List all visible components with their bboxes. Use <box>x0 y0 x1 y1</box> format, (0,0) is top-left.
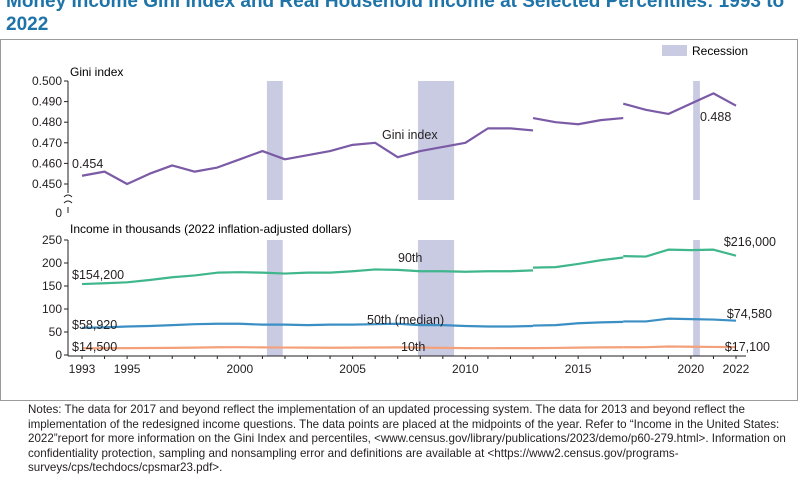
gini-y-axis: 0 0.450 0.460 0.470 0.480 0.490 0.500 <box>32 74 73 220</box>
gini-y-tick-label: 0.500 <box>32 74 62 88</box>
gini-lines <box>81 92 737 186</box>
recession-bands <box>266 81 700 356</box>
p50-end-value-label: $74,580 <box>727 307 772 321</box>
income-y-tick-label: 250 <box>42 233 62 247</box>
gini-line-segment-2 <box>622 92 737 116</box>
x-tick-label: 1993 <box>69 362 96 376</box>
income-y-tick-label: 0 <box>55 348 62 362</box>
notes: Notes: The data for 2017 and beyond refl… <box>28 403 786 475</box>
p50-line-segment-0 <box>81 322 534 329</box>
x-tick-label: 2005 <box>339 362 366 376</box>
income-y-tick-label: 50 <box>49 325 63 339</box>
gini-axis-break-mark <box>63 194 73 204</box>
p90-line-segment-0 <box>81 268 534 286</box>
income-y-axis: 0 50 100 150 200 250 <box>42 233 69 362</box>
p10-line-segment-0 <box>81 346 534 350</box>
p90-line-segment-2 <box>623 248 737 258</box>
recession-band-gini-2 <box>693 81 700 200</box>
gini-line-segment-0 <box>81 127 534 186</box>
gini-y-tick-label: 0.450 <box>32 177 62 191</box>
p10-start-value-label: $14,500 <box>72 340 117 354</box>
p10-series-label: 10th <box>401 340 425 354</box>
p50-line-segment-2 <box>623 317 737 323</box>
gini-y-tick-label: 0.490 <box>32 95 62 109</box>
legend-label-recession: Recession <box>692 44 748 58</box>
gini-series-label: Gini index <box>382 128 438 142</box>
recession-band-income-0 <box>266 240 283 356</box>
income-y-tick-label: 200 <box>42 256 62 270</box>
recession-band-income-1 <box>418 240 455 356</box>
gini-line-segment-1 <box>532 116 624 126</box>
chart-title: Money Income Gini Index and Real Househo… <box>6 0 785 35</box>
recession-band-income-2 <box>693 240 700 356</box>
recession-band-gini-0 <box>266 81 283 200</box>
x-tick-label: 2022 <box>723 362 750 376</box>
p90-series-label: 90th <box>398 251 422 265</box>
p90-start-value-label: $154,200 <box>72 268 124 282</box>
gini-y-axis-label: Gini index <box>70 65 123 79</box>
p10-line-segment-1 <box>533 346 624 350</box>
x-tick-label: 2010 <box>452 362 479 376</box>
income-y-axis-label: Income in thousands (2022 inflation-adju… <box>70 222 352 236</box>
x-tick-label: 2015 <box>565 362 592 376</box>
income-panel: Income in thousands (2022 inflation-adju… <box>42 222 776 376</box>
p50-start-value-label: $58,920 <box>72 318 117 332</box>
p50-line-segment-1 <box>533 320 624 327</box>
gini-y-tick-label-zero: 0 <box>55 206 62 220</box>
gini-panel: Gini index 0 0.450 0.460 0.470 0.480 0.490 0.5… <box>32 65 737 220</box>
income-y-tick-label: 150 <box>42 279 62 293</box>
x-axis: 1993 1995 2000 2005 2010 2015 2020 2022 <box>68 355 750 376</box>
chart-frame <box>0 39 798 401</box>
gini-y-tick-label: 0.480 <box>32 115 62 129</box>
p90-line-segment-1 <box>533 256 624 269</box>
p90-end-value-label: $216,000 <box>724 235 776 249</box>
p10-line-segment-2 <box>623 345 737 349</box>
p10-end-value-label: $17,100 <box>725 340 770 354</box>
income-annotations: $154,200 $58,920 $14,500 $216,000 $74,580 $17… <box>72 235 776 354</box>
gini-end-value-label: 0.488 <box>700 110 731 124</box>
legend: Recession <box>662 44 748 58</box>
x-tick-label: 2020 <box>678 362 705 376</box>
x-tick-label: 1995 <box>114 362 141 376</box>
chart-canvas: Recession Gini index 0 0.450 0.460 0.470 0.4… <box>32 44 776 376</box>
gini-y-tick-label: 0.470 <box>32 136 62 150</box>
gini-start-value-label: 0.454 <box>72 157 103 171</box>
gini-annotations: 0.454 Gini index 0.488 <box>72 110 731 171</box>
income-lines <box>81 248 737 350</box>
x-tick-label: 2000 <box>227 362 254 376</box>
legend-swatch-recession <box>662 45 687 56</box>
p50-series-label: 50th (median) <box>367 313 444 327</box>
gini-y-tick-label: 0.460 <box>32 156 62 170</box>
income-y-tick-label: 100 <box>42 302 62 316</box>
recession-band-gini-1 <box>418 81 455 200</box>
